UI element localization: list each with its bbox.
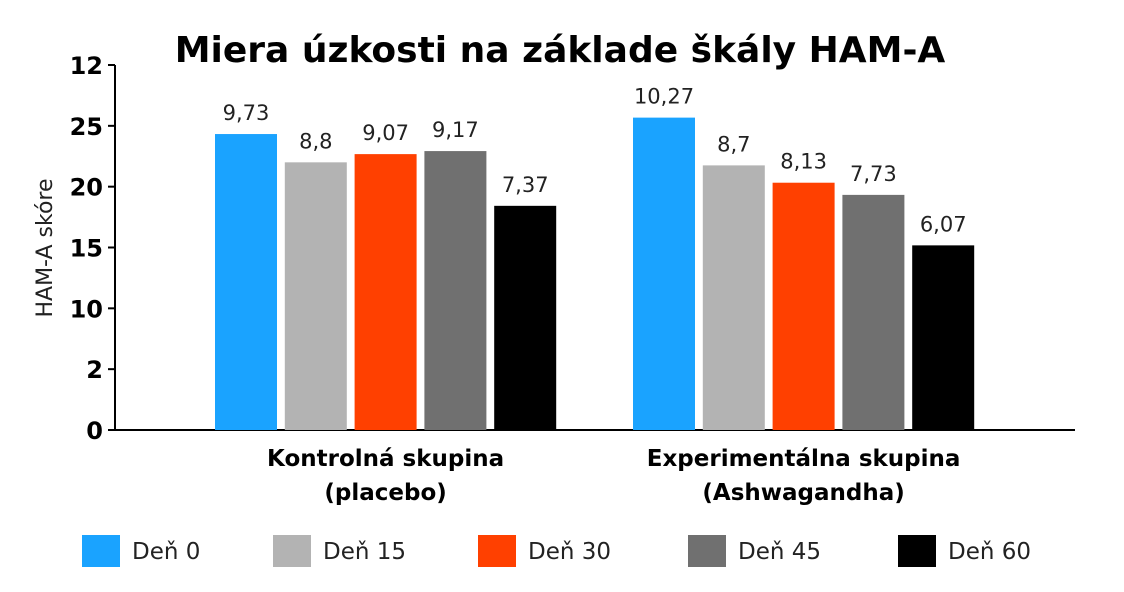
data-label: 7,37: [502, 173, 549, 197]
data-label: 8,7: [717, 132, 750, 156]
bar: [354, 154, 417, 430]
legend-label: Deň 15: [323, 539, 406, 565]
category-label: (Ashwagandha): [702, 480, 904, 506]
category-label: (placebo): [324, 480, 446, 506]
bar: [424, 151, 487, 430]
data-label: 9,17: [432, 118, 479, 142]
bar: [912, 245, 975, 430]
data-label: 9,07: [362, 121, 409, 145]
bar: [842, 194, 905, 430]
bar: [702, 165, 765, 430]
data-label: 6,07: [920, 212, 967, 236]
bar: [284, 162, 347, 431]
legend-swatch: [898, 535, 936, 567]
y-axis-label: HAM-A skóre: [33, 178, 58, 317]
y-tick-label: 10: [70, 295, 103, 323]
legend-label: Deň 30: [528, 539, 611, 565]
y-tick-label: 20: [70, 174, 103, 202]
bar: [494, 205, 557, 430]
category-label: Kontrolná skupina: [267, 446, 504, 472]
bar: [215, 134, 277, 430]
y-tick-label: 2: [86, 356, 103, 384]
legend-swatch: [478, 535, 516, 567]
bar: [633, 117, 695, 430]
chart-title: Miera úzkosti na základe škály HAM-A: [175, 30, 946, 71]
y-tick-label: 25: [70, 113, 103, 141]
bar: [772, 182, 835, 430]
legend-swatch: [273, 535, 311, 567]
category-label: Experimentálna skupina: [647, 446, 961, 472]
y-tick-label: 15: [70, 235, 103, 263]
legend-swatch: [82, 535, 120, 567]
data-label: 10,27: [634, 85, 694, 109]
data-label: 8,8: [299, 129, 332, 153]
data-label: 9,73: [223, 101, 270, 125]
y-tick-label: 0: [86, 417, 103, 445]
legend-label: Deň 45: [738, 539, 821, 565]
legend-label: Deň 0: [132, 539, 200, 565]
data-label: 7,73: [850, 162, 897, 186]
legend-label: Deň 60: [948, 539, 1031, 565]
data-label: 8,13: [780, 150, 827, 174]
legend-swatch: [688, 535, 726, 567]
y-tick-label: 12: [70, 52, 103, 80]
